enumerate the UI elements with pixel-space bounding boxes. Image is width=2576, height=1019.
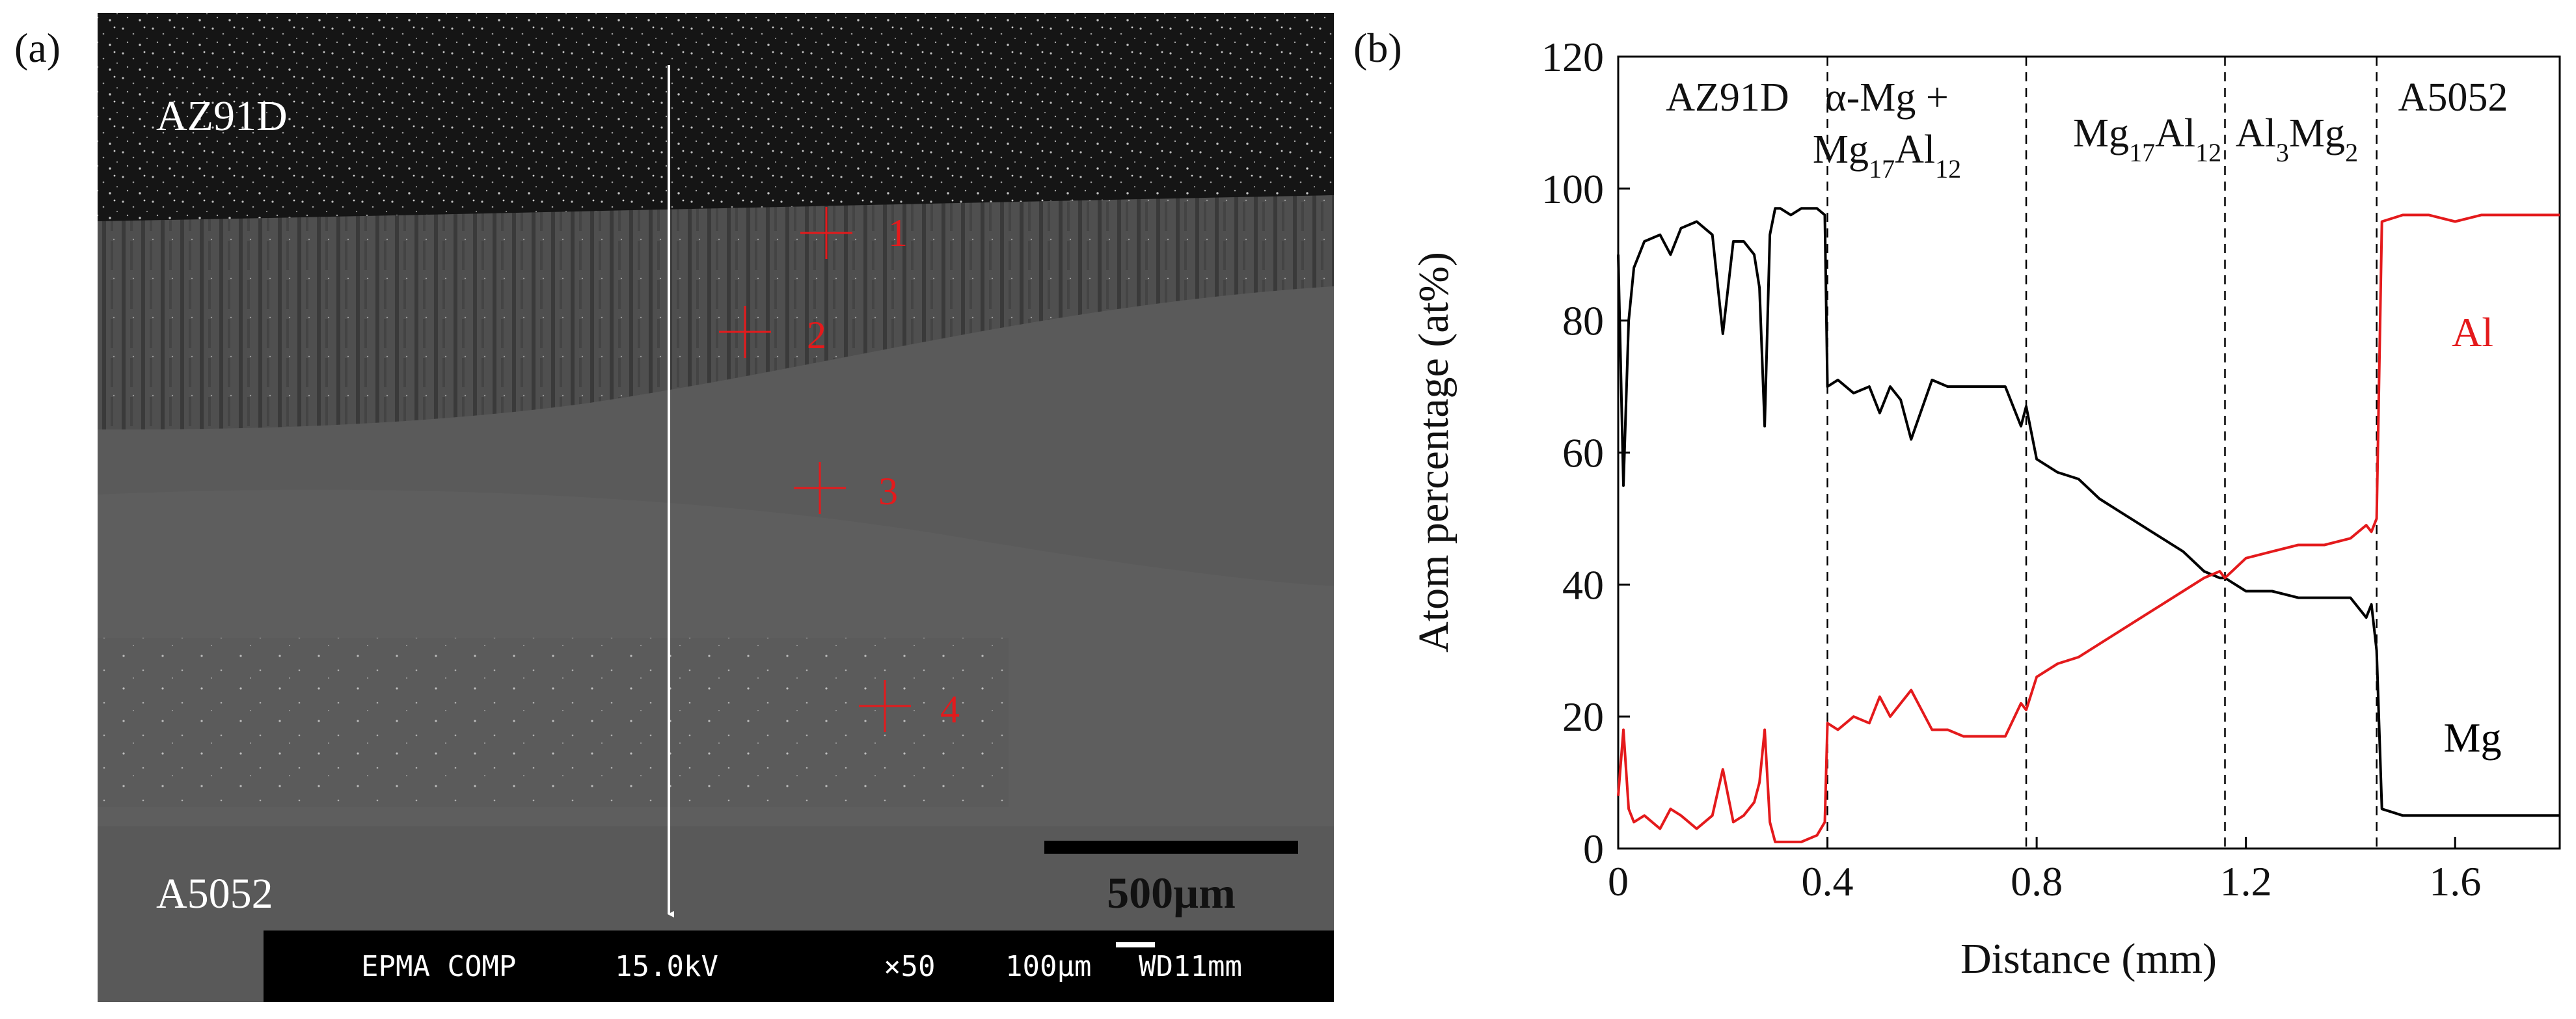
marker-label-1: 1 [888, 211, 908, 254]
panel-a-label: (a) [14, 25, 61, 71]
az91d-region [98, 13, 1334, 228]
phase-label-az91d: AZ91D [1666, 75, 1789, 120]
x-tick-label: 0.4 [1802, 858, 1854, 904]
phase-label-mg17al12: Mg17Al12 [2073, 111, 2221, 167]
x-tick-label: 1.6 [2429, 858, 2481, 904]
phase-label-al3mg2: Al3Mg2 [2236, 111, 2358, 167]
marker-label-4: 4 [940, 688, 960, 731]
instrument-info-bar: EPMA COMP 15.0kV ×50 100µm WD11mm [264, 931, 1334, 1002]
y-tick-label: 120 [1541, 34, 1604, 80]
info-mode: EPMA COMP [361, 950, 516, 983]
y-axis-title: Atom percentage (at%) [1410, 252, 1457, 653]
phase-label-alpha-mg-compound: Mg17Al12 [1813, 128, 1961, 183]
y-tick-label: 80 [1562, 298, 1604, 344]
analysis-marker: 3 [794, 462, 898, 514]
scale-bar-label: 500µm [1107, 868, 1236, 917]
y-tick-label: 20 [1562, 694, 1604, 740]
mg-series-line [1617, 207, 2560, 817]
a5052-label: A5052 [156, 870, 273, 917]
az91d-label: AZ91D [156, 92, 288, 140]
x-tick-label: 1.2 [2220, 858, 2272, 904]
x-axis-title: Distance (mm) [1960, 935, 2217, 983]
dendritic-zone [98, 195, 1334, 429]
mg-series-label: Mg [2444, 714, 2502, 761]
phase-boundaries [1826, 57, 2378, 849]
phase-label-a5052: A5052 [2398, 75, 2508, 120]
marker-label-2: 2 [807, 314, 826, 357]
info-working-distance: WD11mm [1139, 950, 1242, 983]
y-tick-label: 0 [1583, 826, 1604, 872]
info-scale-bar [1116, 942, 1155, 947]
marker-label-3: 3 [878, 470, 898, 513]
sem-micrograph-panel: (a) AZ91D A5052 1 2 3 [14, 13, 1334, 1002]
al-series-line [1617, 213, 2560, 843]
x-tick-label: 0 [1608, 858, 1629, 904]
y-tick-label: 100 [1541, 166, 1604, 212]
analysis-marker: 2 [719, 306, 826, 358]
analysis-marker: 4 [859, 680, 960, 732]
phase-label-alpha-mg: α-Mg + [1825, 75, 1949, 120]
info-scale: 100µm [1005, 950, 1091, 983]
panel-b-label: (b) [1353, 25, 1402, 71]
info-magnification: ×50 [884, 950, 935, 983]
analysis-marker: 1 [800, 207, 908, 259]
info-voltage: 15.0kV [615, 950, 718, 983]
plot-frame [1617, 55, 2561, 850]
phase-labels: AZ91D α-Mg + Mg17Al12 Mg17Al12 Al3Mg2 A5… [1666, 75, 2508, 183]
x-tick-label: 0.8 [2011, 858, 2063, 904]
data-series [1617, 207, 2560, 843]
scale-bar [1044, 841, 1298, 854]
y-tick-labels: 0 20 40 60 80 100 120 [1541, 34, 1604, 872]
y-tick-label: 40 [1562, 562, 1604, 608]
precipitate-zone [98, 638, 1009, 807]
al-series-label: Al [2452, 309, 2493, 355]
x-tick-labels: 0 0.4 0.8 1.2 1.6 [1608, 858, 2481, 904]
y-tick-label: 60 [1562, 430, 1604, 476]
